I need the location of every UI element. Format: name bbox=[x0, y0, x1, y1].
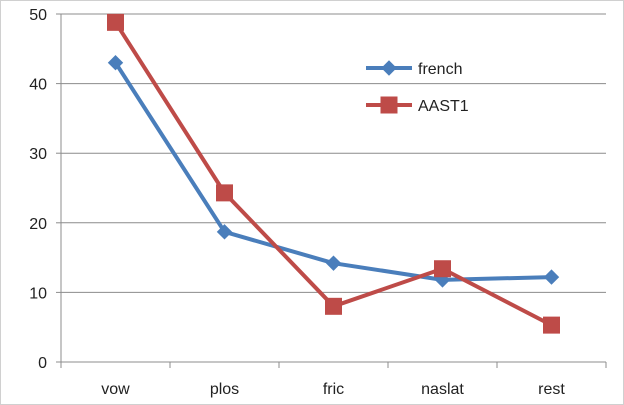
y-tick-label: 0 bbox=[38, 355, 47, 372]
y-tick-label: 10 bbox=[29, 285, 47, 302]
legend-marker bbox=[381, 60, 397, 76]
data-point bbox=[543, 269, 560, 285]
data-point bbox=[543, 316, 560, 334]
legend-marker bbox=[380, 96, 398, 114]
legend-item: french bbox=[366, 60, 462, 78]
y-tick-label: 40 bbox=[29, 77, 47, 94]
series bbox=[107, 13, 560, 334]
y-tick-labels: 0 10 20 30 40 50 bbox=[29, 7, 47, 372]
series-line bbox=[113, 60, 554, 282]
data-point bbox=[434, 260, 451, 278]
y-tick-label: 20 bbox=[29, 216, 47, 233]
legend-label: french bbox=[418, 61, 462, 78]
legend-label: AAST1 bbox=[418, 98, 469, 115]
grid-lines bbox=[61, 13, 606, 293]
data-point bbox=[107, 55, 124, 71]
data-point bbox=[107, 13, 124, 31]
series-french bbox=[107, 55, 560, 288]
x-tick-label: fric bbox=[323, 381, 344, 398]
x-tick-label: vow bbox=[101, 381, 130, 398]
x-tick-labels: vow plos fric naslat rest bbox=[101, 381, 565, 398]
x-tick-label: plos bbox=[210, 381, 239, 398]
y-tick-label: 30 bbox=[29, 146, 47, 163]
x-tick-label: naslat bbox=[421, 381, 464, 398]
legend: french AAST1 bbox=[366, 60, 469, 115]
data-point bbox=[216, 224, 233, 240]
y-tick-label: 50 bbox=[29, 7, 47, 24]
data-point bbox=[216, 184, 233, 202]
axes bbox=[56, 13, 607, 368]
data-point bbox=[325, 297, 342, 315]
series-aast1 bbox=[107, 13, 560, 334]
data-point bbox=[325, 255, 342, 271]
legend-item: AAST1 bbox=[366, 96, 469, 115]
x-tick-label: rest bbox=[538, 381, 565, 398]
